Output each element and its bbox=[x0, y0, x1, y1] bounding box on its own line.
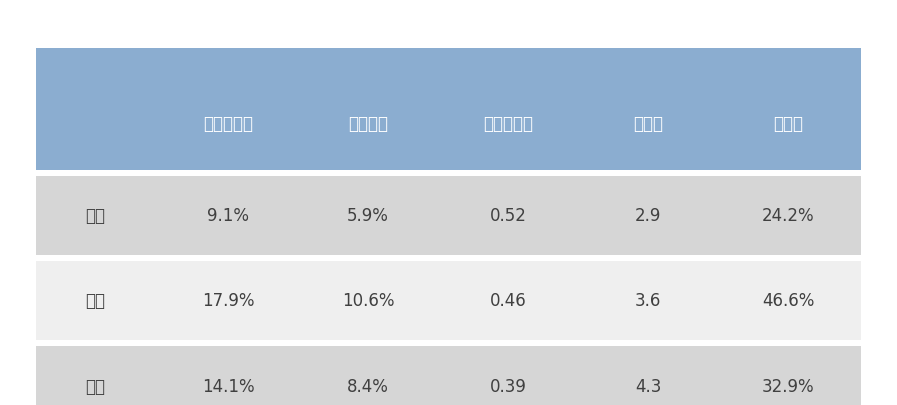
Text: 日本: 日本 bbox=[85, 207, 106, 225]
Text: 32.9%: 32.9% bbox=[762, 377, 814, 395]
Bar bbox=[715, 49, 861, 170]
Text: 股本回报率: 股本回报率 bbox=[203, 115, 253, 133]
Text: 0.52: 0.52 bbox=[490, 207, 527, 225]
Text: 美国: 美国 bbox=[85, 292, 106, 310]
Bar bbox=[36, 49, 155, 170]
Text: 0.39: 0.39 bbox=[490, 377, 527, 395]
Bar bbox=[155, 176, 301, 255]
Bar bbox=[155, 261, 301, 340]
Bar bbox=[301, 261, 435, 340]
Text: 8.4%: 8.4% bbox=[347, 377, 389, 395]
Bar bbox=[301, 346, 435, 405]
Bar bbox=[435, 346, 581, 405]
Bar bbox=[301, 49, 435, 170]
Bar bbox=[155, 346, 301, 405]
Text: 毛利率: 毛利率 bbox=[773, 115, 803, 133]
Bar bbox=[301, 176, 435, 255]
Text: 4.3: 4.3 bbox=[635, 377, 661, 395]
Bar bbox=[581, 49, 715, 170]
Bar bbox=[36, 346, 155, 405]
Bar bbox=[155, 49, 301, 170]
Text: 5.9%: 5.9% bbox=[347, 207, 389, 225]
Bar bbox=[581, 176, 715, 255]
Text: 净利润率: 净利润率 bbox=[348, 115, 388, 133]
Text: 9.1%: 9.1% bbox=[207, 207, 249, 225]
Text: 杠杆率: 杠杆率 bbox=[633, 115, 663, 133]
Bar bbox=[715, 176, 861, 255]
Bar bbox=[715, 261, 861, 340]
Text: 17.9%: 17.9% bbox=[202, 292, 255, 310]
Text: 资产周转率: 资产周转率 bbox=[483, 115, 533, 133]
Bar bbox=[581, 261, 715, 340]
Text: 10.6%: 10.6% bbox=[342, 292, 395, 310]
Text: 14.1%: 14.1% bbox=[202, 377, 255, 395]
Text: 3.6: 3.6 bbox=[635, 292, 661, 310]
Text: 46.6%: 46.6% bbox=[762, 292, 814, 310]
Bar bbox=[435, 176, 581, 255]
Bar bbox=[581, 346, 715, 405]
Text: 欧洲: 欧洲 bbox=[85, 377, 106, 395]
Text: 24.2%: 24.2% bbox=[762, 207, 814, 225]
Bar bbox=[435, 261, 581, 340]
Text: 0.46: 0.46 bbox=[490, 292, 527, 310]
Bar bbox=[36, 176, 155, 255]
Bar bbox=[715, 346, 861, 405]
Bar bbox=[36, 261, 155, 340]
Bar bbox=[435, 49, 581, 170]
Text: 2.9: 2.9 bbox=[635, 207, 661, 225]
